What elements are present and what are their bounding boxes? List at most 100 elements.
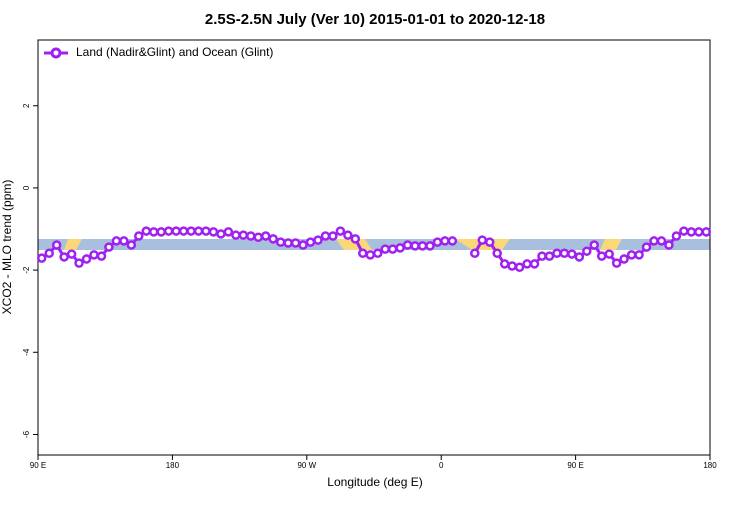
point	[582, 246, 592, 256]
point	[559, 248, 570, 259]
x-tick-label: 90 E	[30, 461, 46, 470]
point	[156, 227, 166, 237]
point	[81, 254, 92, 264]
point	[447, 236, 458, 246]
point	[641, 242, 652, 252]
point	[664, 240, 674, 250]
land-patch	[600, 239, 622, 250]
point	[119, 236, 129, 246]
point	[350, 234, 361, 244]
point	[89, 250, 99, 260]
y-tick-label: 0	[22, 185, 31, 190]
point	[529, 259, 540, 269]
point	[544, 251, 555, 261]
point	[328, 231, 338, 241]
legend-marker	[50, 47, 62, 59]
point	[36, 253, 47, 263]
point	[656, 236, 667, 246]
point	[514, 262, 525, 272]
point	[290, 238, 301, 248]
point	[51, 240, 62, 250]
point	[694, 227, 704, 237]
x-tick-label: 90 W	[297, 461, 316, 470]
point	[567, 249, 577, 259]
point	[477, 235, 488, 245]
point	[193, 226, 204, 236]
point	[216, 229, 226, 239]
point	[231, 230, 241, 240]
point	[634, 250, 644, 260]
point	[425, 241, 435, 251]
chart-title: 2.5S-2.5N July (Ver 10) 2015-01-01 to 20…	[205, 11, 545, 28]
point	[238, 230, 249, 240]
point	[574, 252, 585, 262]
ocean-band	[38, 239, 710, 250]
point	[358, 248, 368, 259]
point	[313, 235, 323, 245]
land-patch	[336, 239, 372, 250]
legend: Land (Nadir&Glint) and Ocean (Glint)	[44, 45, 273, 59]
point	[111, 236, 122, 246]
point	[96, 251, 107, 261]
point	[59, 252, 69, 262]
point	[649, 236, 659, 246]
point	[611, 258, 622, 268]
point	[253, 232, 264, 242]
point	[208, 227, 219, 237]
point	[343, 230, 353, 240]
point	[141, 226, 152, 236]
point	[596, 251, 607, 261]
point	[66, 249, 77, 259]
y-axis-label: XCO2 - MLO trend (ppm)	[0, 180, 14, 315]
point	[305, 237, 316, 247]
y-tick-label: -4	[22, 348, 31, 356]
point	[320, 231, 331, 241]
point	[163, 226, 174, 236]
point	[552, 248, 562, 259]
point	[701, 227, 712, 237]
point	[417, 241, 428, 251]
point	[440, 236, 450, 246]
point	[365, 250, 376, 260]
point	[395, 243, 405, 253]
point	[283, 238, 293, 248]
point	[671, 231, 682, 241]
point	[268, 234, 278, 244]
point	[679, 226, 689, 236]
point	[380, 244, 390, 254]
point	[619, 254, 629, 264]
point	[186, 226, 196, 236]
legend-label: Land (Nadir&Glint) and Ocean (Glint)	[76, 45, 273, 59]
point	[74, 258, 84, 268]
point	[372, 248, 383, 259]
point	[492, 248, 502, 259]
point	[44, 248, 54, 259]
point	[537, 251, 547, 261]
point	[589, 240, 600, 250]
plot-frame	[37, 39, 711, 456]
x-axis-label: Longitude (deg E)	[327, 475, 422, 489]
point	[387, 244, 398, 254]
point	[335, 226, 346, 236]
land-patch	[64, 239, 82, 250]
point	[298, 240, 308, 250]
point	[522, 259, 532, 269]
x-tick-label: 180	[703, 461, 717, 470]
point	[410, 241, 420, 251]
point	[246, 231, 256, 241]
point	[402, 240, 413, 250]
point	[260, 231, 271, 241]
point	[134, 231, 144, 241]
y-tick-label: 2	[22, 103, 31, 108]
x-tick-label: 180	[166, 461, 180, 470]
point	[484, 237, 495, 247]
point	[432, 237, 443, 247]
point	[126, 240, 137, 250]
point	[223, 227, 234, 237]
x-tick-label: 0	[439, 461, 444, 470]
point	[148, 227, 159, 237]
point	[201, 226, 211, 236]
x-tick-label: 90 E	[567, 461, 583, 470]
point	[499, 259, 510, 269]
point	[171, 226, 181, 236]
